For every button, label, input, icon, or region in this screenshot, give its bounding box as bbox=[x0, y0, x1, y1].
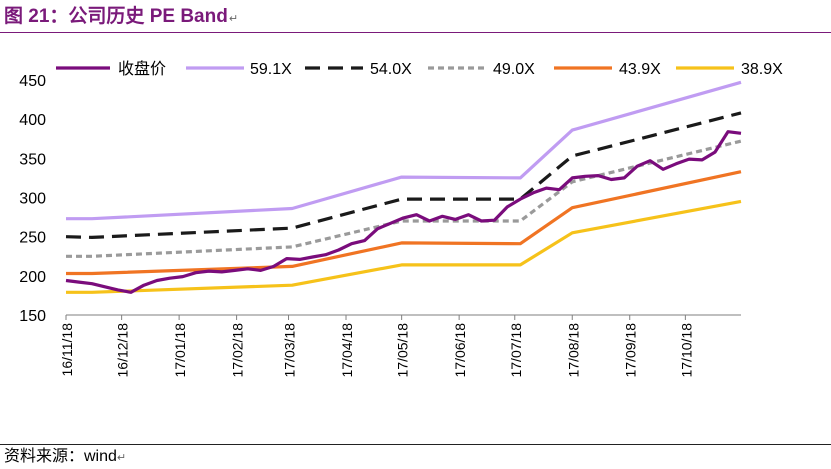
x-tick-label: 17/05/18 bbox=[395, 323, 411, 378]
x-tick-label: 17/08/18 bbox=[565, 323, 581, 378]
source-text: 资料来源：wind bbox=[4, 448, 117, 465]
figure-title-text: 图 21：公司历史 PE Band bbox=[4, 6, 228, 27]
source-divider bbox=[0, 444, 831, 445]
chart-legend: 收盘价 59.1X 54.0X 49.0X 43.9X 38.9X bbox=[56, 59, 783, 78]
x-tick-label: 17/09/18 bbox=[623, 323, 639, 378]
chart-axes: 150 200 250 300 350 400 450 16/11/18 16/12/18 17/… bbox=[19, 73, 741, 378]
figure-title: 图 21：公司历史 PE Band↵ bbox=[4, 2, 238, 32]
x-tick-label: 17/06/18 bbox=[452, 323, 468, 378]
y-tick-label: 200 bbox=[19, 269, 46, 286]
legend-label-2: 54.0X bbox=[370, 61, 412, 78]
y-tick-label: 250 bbox=[19, 230, 46, 247]
x-tick-label: 16/11/18 bbox=[59, 323, 75, 377]
x-tick-label: 17/04/18 bbox=[339, 323, 355, 378]
series-line-5 bbox=[65, 130, 742, 294]
y-tick-label: 450 bbox=[19, 73, 46, 90]
series-line-3 bbox=[66, 170, 742, 276]
x-tick-label: 16/12/18 bbox=[115, 323, 131, 378]
source-note: 资料来源：wind↵ bbox=[4, 447, 126, 467]
legend-label-1: 59.1X bbox=[250, 61, 292, 78]
y-tick-label: 300 bbox=[19, 191, 46, 208]
series-line-0 bbox=[66, 80, 742, 221]
y-tick-label: 350 bbox=[19, 151, 46, 168]
series-line-1 bbox=[65, 111, 742, 239]
y-tick-label: 150 bbox=[19, 308, 46, 325]
x-tick-label: 17/10/18 bbox=[678, 323, 694, 378]
legend-label-4: 43.9X bbox=[619, 61, 661, 78]
x-tick-label: 17/01/18 bbox=[172, 323, 188, 378]
return-mark-icon: ↵ bbox=[116, 452, 127, 464]
legend-label-0: 收盘价 bbox=[118, 59, 166, 78]
return-mark-icon: ↵ bbox=[228, 13, 239, 25]
legend-label-3: 49.0X bbox=[493, 61, 535, 78]
pe-band-chart: 150 200 250 300 350 400 450 16/11/18 16/12/18 17/… bbox=[19, 59, 783, 378]
x-tick-label: 17/02/18 bbox=[230, 323, 246, 378]
series-line-2 bbox=[66, 139, 742, 258]
x-tick-label: 17/03/18 bbox=[282, 323, 298, 378]
x-tick-label: 17/07/18 bbox=[508, 323, 524, 378]
y-tick-label: 400 bbox=[19, 112, 46, 129]
legend-label-5: 38.9X bbox=[741, 61, 783, 78]
series-line-4 bbox=[66, 199, 742, 294]
chart-series bbox=[65, 80, 742, 294]
title-divider bbox=[0, 32, 831, 33]
